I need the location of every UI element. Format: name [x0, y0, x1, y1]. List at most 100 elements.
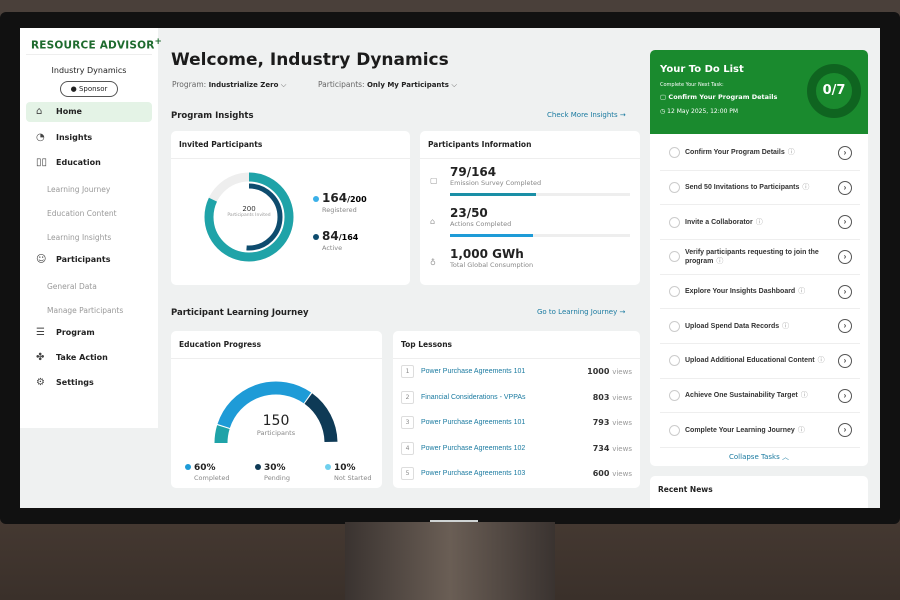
- education-gauge: [214, 381, 338, 444]
- sidebar-item[interactable]: ⚙ Settings: [26, 373, 152, 393]
- check-more-insights-link[interactable]: Check More Insights →: [547, 111, 626, 119]
- sidebar-item-label: Settings: [56, 378, 94, 387]
- puzzle-icon: ✤: [36, 352, 45, 363]
- task-checkbox[interactable]: [669, 216, 680, 228]
- task-checkbox[interactable]: [669, 147, 680, 159]
- todo-task[interactable]: Invite a Collaborator ⓘ ›: [660, 205, 860, 241]
- chevron-right-icon[interactable]: ›: [838, 319, 852, 334]
- help-icon[interactable]: ⓘ: [817, 357, 825, 365]
- lesson-row[interactable]: 2 Financial Considerations - VPPAs 803 vie…: [401, 385, 632, 411]
- program-filter[interactable]: Program: Industrialize Zero ⌵: [172, 80, 287, 89]
- task-checkbox[interactable]: [669, 424, 680, 436]
- sidebar-item[interactable]: ⌂ Home: [26, 102, 152, 122]
- lesson-link[interactable]: Financial Considerations - VPPAs: [421, 393, 526, 401]
- task-checkbox[interactable]: [669, 320, 680, 332]
- role-badge[interactable]: ● Sponsor: [60, 81, 118, 97]
- info-value: 23/50: [450, 206, 488, 220]
- chevron-right-icon[interactable]: ›: [838, 423, 852, 438]
- sidebar-item[interactable]: ☺ Participants: [26, 250, 152, 270]
- chevron-right-icon[interactable]: ›: [838, 215, 852, 230]
- logo[interactable]: RESOURCE ADVISOR+: [31, 37, 163, 52]
- section-title: Participant Learning Journey: [171, 308, 309, 318]
- chevron-right-icon[interactable]: ›: [838, 353, 852, 368]
- card-title: Top Lessons: [393, 331, 640, 359]
- help-icon[interactable]: ⓘ: [798, 288, 806, 296]
- clipboard-icon: ▢: [430, 176, 438, 185]
- sidebar-item[interactable]: ☰ Program: [26, 323, 152, 343]
- help-icon[interactable]: ⓘ: [800, 392, 808, 400]
- todo-task[interactable]: Achieve One Sustainability Target ⓘ ›: [660, 379, 860, 414]
- todo-task[interactable]: Confirm Your Program Details ⓘ ›: [660, 136, 860, 171]
- task-label: Confirm Your Program Details: [685, 149, 785, 157]
- bulb-icon: ♁: [430, 258, 436, 267]
- task-checkbox[interactable]: [669, 355, 680, 367]
- task-checkbox[interactable]: [669, 286, 680, 298]
- todo-task[interactable]: Explore Your Insights Dashboard ⓘ ›: [660, 275, 860, 310]
- collapse-tasks-button[interactable]: Collapse Tasks ︿: [729, 453, 789, 461]
- task-checkbox[interactable]: [669, 251, 680, 263]
- task-checkbox[interactable]: [669, 182, 680, 193]
- sidebar-subitem[interactable]: General Data: [47, 282, 97, 291]
- card-title: Recent News: [658, 485, 713, 494]
- lesson-link[interactable]: Power Purchase Agreements 101: [421, 368, 526, 376]
- card-title: Participants Information: [420, 131, 640, 159]
- not-started-segment: [214, 425, 230, 444]
- sidebar-item-label: Insights: [56, 133, 93, 142]
- help-icon[interactable]: ⓘ: [797, 426, 805, 434]
- gear-icon: ⚙: [36, 377, 45, 388]
- participants-information-card: Participants Information ▢ 79/164 Emission…: [420, 131, 640, 285]
- participants-filter[interactable]: Participants: Only My Participants ⌵: [318, 80, 458, 89]
- gauge-label: Participants: [256, 429, 296, 437]
- lesson-link[interactable]: Power Purchase Agreements 101: [421, 419, 526, 427]
- lesson-views: 793 views: [592, 418, 632, 428]
- help-icon[interactable]: ⓘ: [802, 184, 810, 191]
- chevron-right-icon[interactable]: ›: [838, 284, 852, 299]
- sidebar-item[interactable]: ▯▯ Education: [26, 153, 152, 173]
- card-title: Education Progress: [171, 331, 382, 359]
- chevron-right-icon[interactable]: ›: [838, 180, 852, 195]
- lesson-row[interactable]: 3 Power Purchase Agreements 101 793 views: [401, 410, 632, 436]
- todo-task[interactable]: Upload Spend Data Records ⓘ ›: [660, 309, 860, 345]
- help-icon[interactable]: ⓘ: [716, 257, 724, 265]
- sidebar-subitem[interactable]: Learning Insights: [47, 233, 112, 242]
- task-label: Achieve One Sustainability Target: [685, 392, 798, 400]
- info-label: Total Global Consumption: [450, 261, 534, 269]
- sidebar-subitem[interactable]: Manage Participants: [47, 306, 124, 315]
- lesson-link[interactable]: Power Purchase Agreements 103: [421, 470, 526, 478]
- next-task-link[interactable]: ▢ Confirm Your Program Details: [660, 93, 778, 101]
- legend-item: 30% Pending: [255, 455, 290, 482]
- chevron-right-icon[interactable]: ›: [838, 388, 852, 403]
- sidebar-item-label: Home: [56, 107, 82, 116]
- chevron-right-icon[interactable]: ›: [838, 145, 852, 160]
- help-icon[interactable]: ⓘ: [782, 322, 790, 330]
- lesson-views: 803 views: [592, 392, 632, 402]
- info-progress-bar: [450, 193, 630, 196]
- sidebar-item[interactable]: ◔ Insights: [26, 128, 152, 148]
- lesson-link[interactable]: Power Purchase Agreements 102: [421, 444, 526, 452]
- todo-task[interactable]: Send 50 Invitations to Participants ⓘ ›: [660, 171, 860, 206]
- todo-task[interactable]: Upload Additional Educational Content ⓘ ›: [660, 344, 860, 379]
- chevron-right-icon[interactable]: ›: [838, 249, 852, 264]
- help-icon[interactable]: ⓘ: [787, 149, 795, 157]
- book-icon: ▯▯: [36, 157, 48, 168]
- task-checkbox[interactable]: [669, 390, 680, 402]
- sidebar-subitem[interactable]: Education Content: [47, 209, 117, 218]
- lesson-row[interactable]: 1 Power Purchase Agreements 101 1000 views: [401, 359, 632, 385]
- todo-task[interactable]: Complete Your Learning Journey ⓘ ›: [660, 413, 860, 449]
- center-label: Participants Invited: [227, 213, 271, 218]
- help-icon[interactable]: ⓘ: [755, 218, 763, 226]
- task-label: Upload Spend Data Records: [685, 322, 780, 330]
- list-icon: ☰: [36, 327, 45, 338]
- sidebar-item[interactable]: ✤ Take Action: [26, 348, 152, 368]
- next-task-date: ◷ 12 May 2025, 12:00 PM: [660, 108, 739, 115]
- lesson-rank: 5: [401, 467, 414, 481]
- info-progress-bar: [450, 234, 630, 237]
- go-to-learning-journey-link[interactable]: Go to Learning Journey →: [537, 308, 626, 316]
- lesson-row[interactable]: 4 Power Purchase Agreements 102 734 views: [401, 436, 632, 462]
- sidebar-subitem[interactable]: Learning Journey: [47, 185, 111, 194]
- registered-value: 164: [322, 191, 348, 205]
- gauge-value: 150: [262, 413, 290, 429]
- lesson-row[interactable]: 5 Power Purchase Agreements 103 600 views: [401, 461, 632, 487]
- todo-task[interactable]: Verify participants requesting to join t…: [660, 240, 860, 275]
- sidebar-item-label: Program: [56, 328, 95, 337]
